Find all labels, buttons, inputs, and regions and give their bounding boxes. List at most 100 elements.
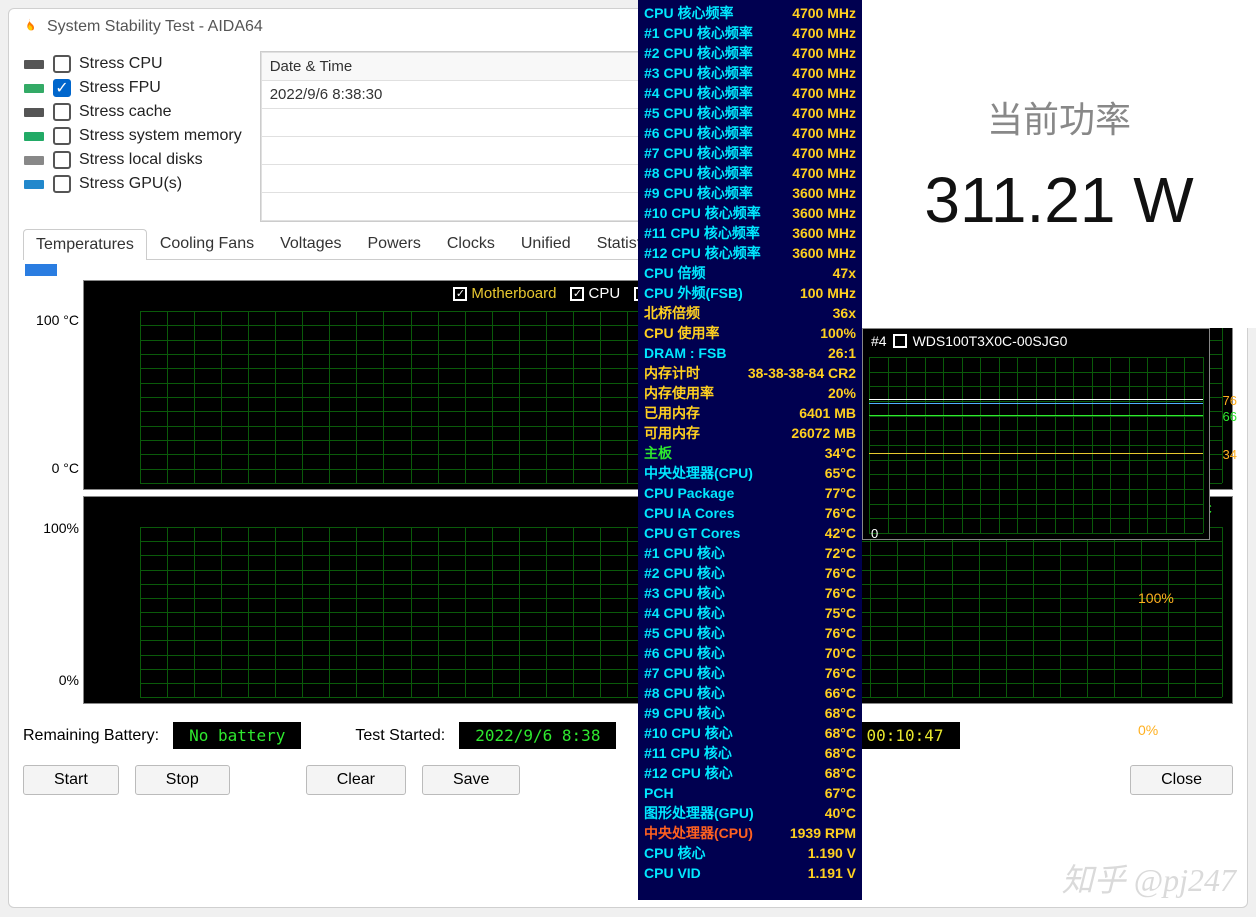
sensor-value: 26072 MB xyxy=(791,423,856,443)
sensor-row: CPU 使用率100% xyxy=(644,323,856,343)
close-button[interactable]: Close xyxy=(1130,765,1233,795)
sensor-value: 4700 MHz xyxy=(792,63,856,83)
device-icon xyxy=(23,57,45,72)
checkbox-icon[interactable] xyxy=(453,287,467,301)
checkbox-icon[interactable] xyxy=(570,287,584,301)
sensor-value: 76°C xyxy=(825,623,856,643)
sensor-label: #8 CPU 核心频率 xyxy=(644,163,753,183)
sensor-label: CPU 外频(FSB) xyxy=(644,283,743,303)
stress-option[interactable]: Stress GPU(s) xyxy=(23,175,242,193)
stress-option[interactable]: Stress CPU xyxy=(23,55,242,73)
sensor-value: 75°C xyxy=(825,603,856,623)
legend-item[interactable]: CPU xyxy=(570,285,620,302)
stress-option-label: Stress system memory xyxy=(79,127,242,145)
sensor-value: 4700 MHz xyxy=(792,163,856,183)
tab-cooling-fans[interactable]: Cooling Fans xyxy=(147,228,267,259)
sensor-value: 76°C xyxy=(825,563,856,583)
power-label: 当前功率 xyxy=(987,91,1131,143)
device-icon xyxy=(23,105,45,120)
right-legend-drive: WDS100T3X0C-00SJG0 xyxy=(913,333,1068,349)
usage-y-bottom: 0% xyxy=(59,672,79,688)
sensor-row: #10 CPU 核心68°C xyxy=(644,723,856,743)
progress-bar xyxy=(25,264,57,276)
sensor-row: #4 CPU 核心75°C xyxy=(644,603,856,623)
save-button[interactable]: Save xyxy=(422,765,520,795)
stress-option[interactable]: Stress system memory xyxy=(23,127,242,145)
sensor-row: 内存使用率20% xyxy=(644,383,856,403)
stop-button[interactable]: Stop xyxy=(135,765,230,795)
started-label: Test Started: xyxy=(355,727,445,745)
sensor-row: CPU Package77°C xyxy=(644,483,856,503)
sensor-row: #7 CPU 核心频率4700 MHz xyxy=(644,143,856,163)
sensor-row: 已用内存6401 MB xyxy=(644,403,856,423)
sensor-value: 68°C xyxy=(825,703,856,723)
sensor-row: #6 CPU 核心频率4700 MHz xyxy=(644,123,856,143)
checkbox-icon[interactable]: ✓ xyxy=(53,79,71,97)
sensor-row: #3 CPU 核心频率4700 MHz xyxy=(644,63,856,83)
clear-button[interactable]: Clear xyxy=(306,765,406,795)
sensor-label: CPU 核心 xyxy=(644,843,705,863)
sensor-label: #4 CPU 核心频率 xyxy=(644,83,753,103)
started-value: 2022/9/6 8:38 xyxy=(459,722,616,749)
sensor-label: #1 CPU 核心频率 xyxy=(644,23,753,43)
tab-temperatures[interactable]: Temperatures xyxy=(23,229,147,260)
sensor-row: #12 CPU 核心68°C xyxy=(644,763,856,783)
stress-options: Stress CPU ✓ Stress FPU Stress cache Str… xyxy=(23,51,242,222)
sensor-value: 4700 MHz xyxy=(792,103,856,123)
sensor-row: 可用内存26072 MB xyxy=(644,423,856,443)
sensor-value: 1939 RPM xyxy=(790,823,856,843)
sensor-value: 3600 MHz xyxy=(792,243,856,263)
battery-label: Remaining Battery: xyxy=(23,727,159,745)
checkbox-icon[interactable] xyxy=(53,55,71,73)
tab-clocks[interactable]: Clocks xyxy=(434,228,508,259)
tab-unified[interactable]: Unified xyxy=(508,228,584,259)
device-icon xyxy=(23,153,45,168)
legend-item[interactable]: Motherboard xyxy=(453,285,556,302)
sensor-value: 68°C xyxy=(825,743,856,763)
temp-y-top: 100 °C xyxy=(36,312,79,328)
sensor-value: 42°C xyxy=(825,523,856,543)
sensor-label: #12 CPU 核心频率 xyxy=(644,243,761,263)
sensor-row: #2 CPU 核心 76°C xyxy=(644,563,856,583)
sensor-row: CPU 外频(FSB) 100 MHz xyxy=(644,283,856,303)
rtick-zero: 0 xyxy=(871,526,878,541)
sensor-row: #1 CPU 核心72°C xyxy=(644,543,856,563)
sensor-row: CPU IA Cores76°C xyxy=(644,503,856,523)
sensor-value: 70°C xyxy=(825,643,856,663)
log-col-datetime: Date & Time xyxy=(261,53,698,81)
sensor-label: CPU 倍频 xyxy=(644,263,705,283)
sensor-row: CPU VID1.191 V xyxy=(644,863,856,883)
sensor-row: CPU 核心1.190 V xyxy=(644,843,856,863)
sensor-value: 4700 MHz xyxy=(792,23,856,43)
tab-voltages[interactable]: Voltages xyxy=(267,228,354,259)
window-title: System Stability Test - AIDA64 xyxy=(47,18,263,36)
sensor-row: PCH 67°C xyxy=(644,783,856,803)
checkbox-icon[interactable] xyxy=(53,103,71,121)
watermark: 知乎 @pj247 xyxy=(1062,855,1236,901)
sensor-value: 67°C xyxy=(825,783,856,803)
sensor-value: 4700 MHz xyxy=(792,123,856,143)
sensor-value: 40°C xyxy=(825,803,856,823)
checkbox-icon[interactable] xyxy=(893,334,907,348)
stress-option[interactable]: Stress local disks xyxy=(23,151,242,169)
start-button[interactable]: Start xyxy=(23,765,119,795)
sensor-label: #2 CPU 核心 xyxy=(644,563,725,583)
sensor-row: #6 CPU 核心70°C xyxy=(644,643,856,663)
sensor-label: PCH xyxy=(644,783,674,803)
stress-option[interactable]: ✓ Stress FPU xyxy=(23,79,242,97)
checkbox-icon[interactable] xyxy=(53,151,71,169)
sensor-value: 100 MHz xyxy=(800,283,856,303)
stress-option[interactable]: Stress cache xyxy=(23,103,242,121)
sensor-row: #11 CPU 核心频率3600 MHz xyxy=(644,223,856,243)
sensor-label: #11 CPU 核心频率 xyxy=(644,223,760,243)
device-icon xyxy=(23,129,45,144)
checkbox-icon[interactable] xyxy=(53,175,71,193)
sensor-value: 66°C xyxy=(825,683,856,703)
tab-powers[interactable]: Powers xyxy=(355,228,434,259)
sensor-row: #5 CPU 核心76°C xyxy=(644,623,856,643)
device-icon xyxy=(23,177,45,192)
sensor-row: #8 CPU 核心频率 4700 MHz xyxy=(644,163,856,183)
rtick-34: 34 xyxy=(1223,447,1237,462)
sensor-label: #12 CPU 核心 xyxy=(644,763,733,783)
checkbox-icon[interactable] xyxy=(53,127,71,145)
